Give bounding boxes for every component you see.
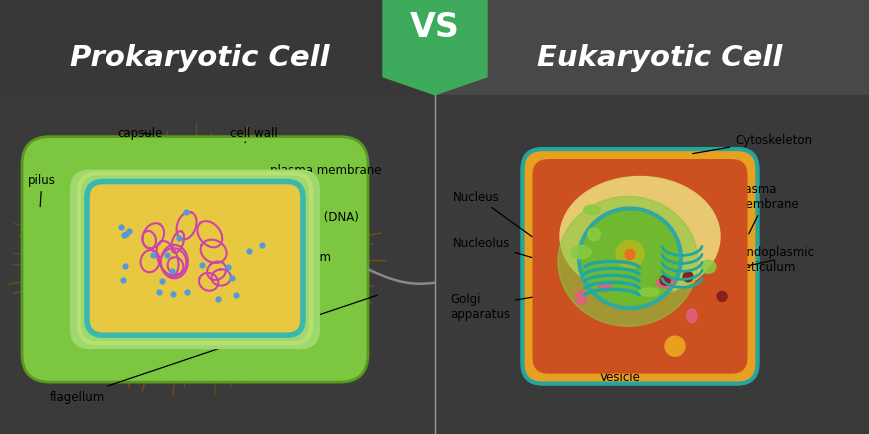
Ellipse shape xyxy=(664,336,684,356)
Text: Eukaryotic Cell: Eukaryotic Cell xyxy=(537,44,782,72)
Ellipse shape xyxy=(700,260,715,274)
Ellipse shape xyxy=(560,177,720,296)
Ellipse shape xyxy=(660,276,669,286)
Ellipse shape xyxy=(655,278,673,288)
Text: Nucleolus: Nucleolus xyxy=(453,237,531,258)
Text: capsule: capsule xyxy=(117,127,163,140)
FancyBboxPatch shape xyxy=(70,170,320,349)
Text: plasma membrane: plasma membrane xyxy=(269,164,381,210)
FancyBboxPatch shape xyxy=(532,160,746,374)
Text: cytoplasm: cytoplasm xyxy=(269,250,330,280)
Ellipse shape xyxy=(574,291,586,305)
Ellipse shape xyxy=(583,206,600,215)
Text: pilus: pilus xyxy=(28,174,56,207)
Text: Nucleus: Nucleus xyxy=(453,191,532,237)
Ellipse shape xyxy=(587,229,600,241)
Ellipse shape xyxy=(682,272,693,282)
Text: VS: VS xyxy=(409,11,460,44)
Text: nucleoid (DNA): nucleoid (DNA) xyxy=(269,210,359,248)
FancyBboxPatch shape xyxy=(89,184,301,333)
Text: Cytoskeleton: Cytoskeleton xyxy=(692,134,811,154)
Text: Golgi
apparatus: Golgi apparatus xyxy=(449,293,534,321)
Ellipse shape xyxy=(580,210,680,308)
Text: flagellum: flagellum xyxy=(50,296,377,403)
FancyBboxPatch shape xyxy=(22,137,368,382)
Text: Plasma
membrane: Plasma membrane xyxy=(734,183,799,234)
Ellipse shape xyxy=(716,292,726,302)
Ellipse shape xyxy=(638,288,659,296)
Ellipse shape xyxy=(624,250,634,260)
Text: cell wall: cell wall xyxy=(229,127,277,143)
Text: Endoplasmic
reticulum: Endoplasmic reticulum xyxy=(740,246,814,274)
Text: Vesicle: Vesicle xyxy=(599,357,672,383)
Polygon shape xyxy=(382,0,487,95)
Bar xyxy=(434,0,869,95)
Ellipse shape xyxy=(615,241,643,269)
Ellipse shape xyxy=(570,246,591,259)
FancyBboxPatch shape xyxy=(522,150,757,384)
Ellipse shape xyxy=(557,197,697,326)
Bar xyxy=(0,0,434,95)
Text: Prokaryotic Cell: Prokaryotic Cell xyxy=(70,44,329,72)
Text: ribosomes: ribosomes xyxy=(220,329,281,351)
Ellipse shape xyxy=(625,243,637,256)
Ellipse shape xyxy=(598,283,611,292)
Ellipse shape xyxy=(686,309,696,323)
